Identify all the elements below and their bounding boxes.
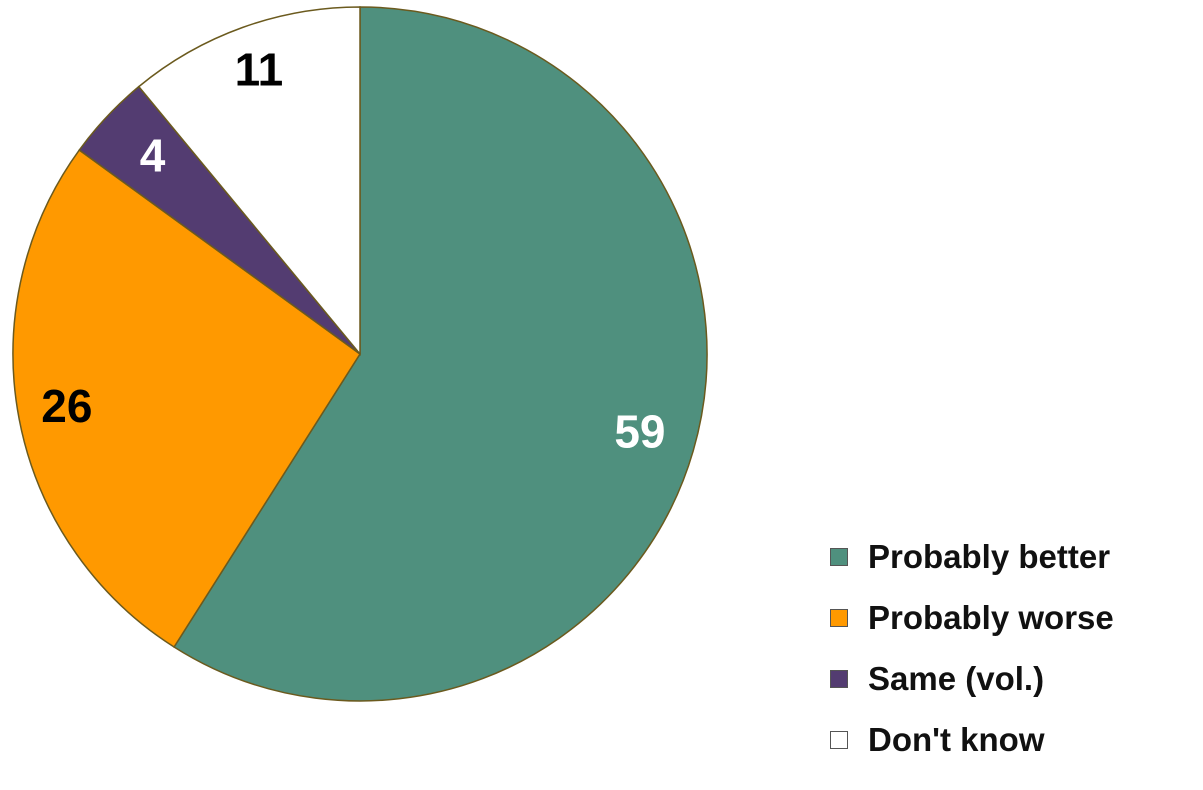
legend-item-don-t-know: Don't know [830, 720, 1114, 760]
chart-legend: Probably better Probably worse Same (vol.)… [830, 537, 1114, 781]
pie-slices [12, 6, 708, 702]
data-label-same-vol: 4 [140, 129, 166, 181]
legend-label-same-vol: Same (vol.) [868, 660, 1045, 697]
legend-swatch-probably-worse [830, 609, 848, 627]
pie-slice-don-t-know [137, 6, 361, 357]
legend-item-probably-worse: Probably worse [830, 598, 1114, 638]
pie-slice-probably-worse [12, 148, 362, 649]
legend-label-don-t-know: Don't know [868, 721, 1045, 758]
legend-swatch-same-vol [830, 670, 848, 688]
legend-label-probably-worse: Probably worse [868, 599, 1114, 636]
data-label-don-t-know: 11 [235, 43, 284, 95]
data-label-probably-worse: 26 [41, 380, 92, 432]
legend-swatch-don-t-know [830, 731, 848, 749]
legend-swatch-probably-better [830, 548, 848, 566]
pie-data-labels: 59 26 4 11 [41, 43, 665, 457]
pie-slice-probably-better [173, 6, 708, 702]
legend-item-same-vol: Same (vol.) [830, 659, 1114, 699]
data-label-probably-better: 59 [614, 405, 665, 457]
legend-item-probably-better: Probably better [830, 537, 1114, 577]
legend-label-probably-better: Probably better [868, 538, 1111, 575]
